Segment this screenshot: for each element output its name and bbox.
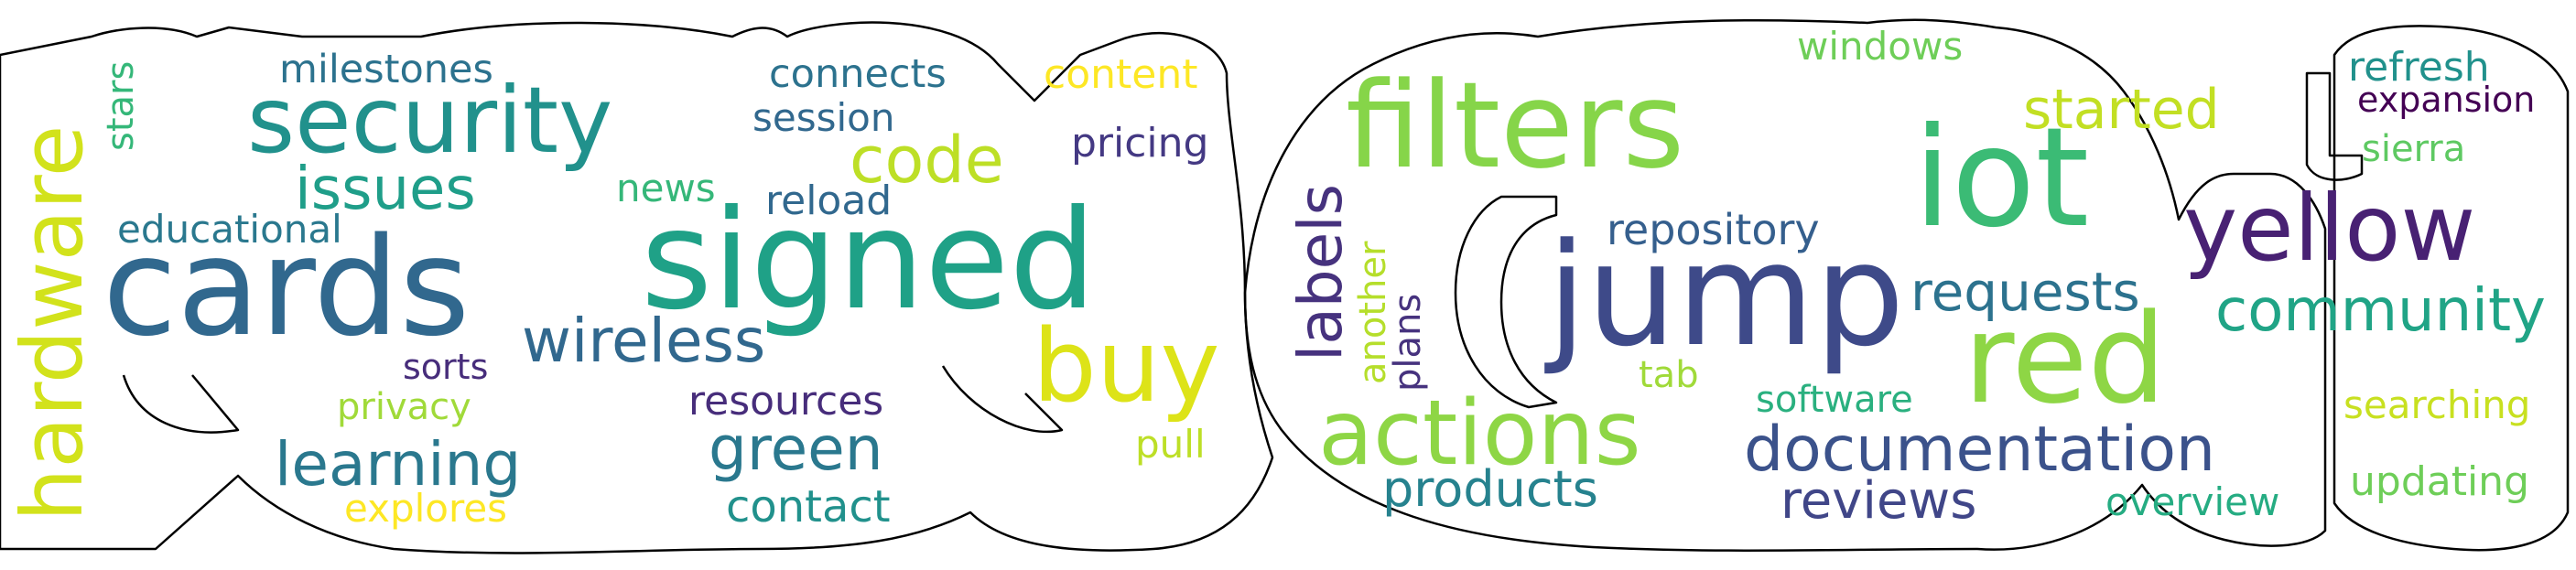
word-resources: resources <box>688 378 884 425</box>
outline-mid-notch <box>941 365 1064 434</box>
word-products: products <box>1382 460 1598 518</box>
word-stars: stars <box>100 60 142 151</box>
word-sierra: sierra <box>2362 128 2466 170</box>
outline-right <box>1243 18 2327 552</box>
word-learning: learning <box>275 429 522 500</box>
word-jump: jump <box>1547 212 1905 378</box>
word-another: another <box>1352 241 1394 384</box>
word-actions: actions <box>1318 382 1641 486</box>
word-wireless: wireless <box>522 306 766 376</box>
word-red: red <box>1964 287 2167 431</box>
word-code: code <box>850 123 1004 198</box>
word-refresh: refresh <box>2348 44 2490 91</box>
word-windows: windows <box>1797 24 1964 69</box>
word-repository: repository <box>1607 205 1820 254</box>
word-documentation: documentation <box>1744 414 2216 486</box>
word-updating: updating <box>2350 458 2530 505</box>
word-privacy: privacy <box>337 386 471 428</box>
outline-left-notch <box>122 374 240 434</box>
word-session: session <box>752 95 895 140</box>
word-pricing: pricing <box>1071 120 1209 167</box>
word-software: software <box>1756 379 1913 421</box>
word-pull: pull <box>1135 422 1206 467</box>
word-labels: labels <box>1285 183 1356 361</box>
outline-right-tall <box>2332 25 2570 552</box>
word-searching: searching <box>2343 382 2531 427</box>
word-yellow: yellow <box>2183 175 2476 282</box>
outline-right-hook <box>2305 71 2364 181</box>
word-security: security <box>247 67 613 174</box>
word-iot: iot <box>1913 99 2090 258</box>
word-reviews: reviews <box>1780 471 1977 531</box>
word-cards: cards <box>103 209 471 366</box>
word-reload: reload <box>765 177 893 224</box>
word-contact: contact <box>726 481 891 532</box>
word-started: started <box>2023 78 2220 142</box>
word-connects: connects <box>769 51 947 97</box>
word-community: community <box>2215 277 2546 345</box>
word-sorts: sorts <box>403 347 489 387</box>
word-signed: signed <box>641 181 1097 340</box>
word-milestones: milestones <box>279 47 493 92</box>
word-hardware: hardware <box>4 124 102 522</box>
word-overview: overview <box>2105 479 2280 524</box>
word-educational: educational <box>117 207 342 252</box>
word-tab: tab <box>1639 354 1699 396</box>
word-filters: filters <box>1346 56 1685 195</box>
word-content: content <box>1044 51 1198 98</box>
word-issues: issues <box>295 156 476 223</box>
word-buy: buy <box>1033 307 1220 425</box>
word-explores: explores <box>344 486 508 531</box>
word-plans: plans <box>1387 293 1429 392</box>
word-green: green <box>709 414 883 484</box>
word-news: news <box>616 166 716 210</box>
word-requests: requests <box>1910 261 2140 323</box>
outline-right-bracket <box>1454 195 1558 409</box>
word-expansion: expansion <box>2357 80 2536 120</box>
